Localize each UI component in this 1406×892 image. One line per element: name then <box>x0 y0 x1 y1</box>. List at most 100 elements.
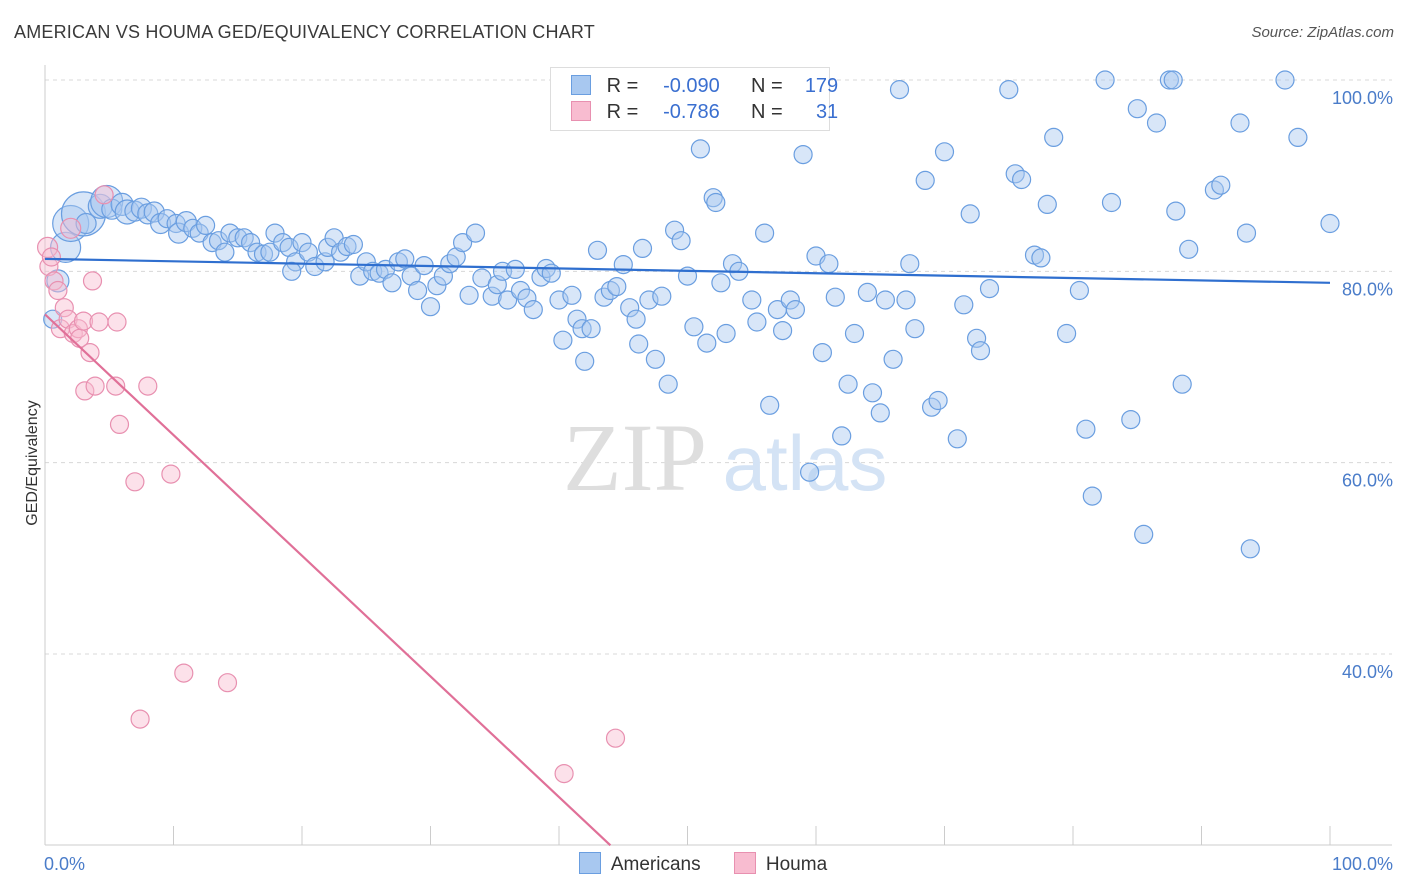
data-point-americans <box>1320 213 1340 234</box>
data-point-americans <box>671 231 691 251</box>
data-point-americans <box>760 395 780 415</box>
data-point-houma <box>89 312 109 332</box>
data-point-americans <box>1101 192 1122 213</box>
legend-n-value-americans: 179 <box>804 75 839 97</box>
legend-item-houma: Houma <box>733 852 827 876</box>
data-point-americans <box>664 220 685 240</box>
data-point-americans <box>465 223 486 243</box>
data-point-americans <box>587 240 608 260</box>
legend-swatch-americans <box>578 852 601 874</box>
data-point-houma <box>80 343 100 363</box>
data-point-houma <box>554 763 574 784</box>
data-point-americans <box>684 317 704 337</box>
data-point-americans <box>1031 248 1051 268</box>
data-point-americans <box>966 328 987 348</box>
data-point-americans <box>356 252 376 272</box>
data-point-houma <box>125 472 145 492</box>
trend-line-americans <box>44 257 1331 284</box>
data-point-americans <box>1163 70 1183 90</box>
data-point-americans <box>658 374 678 394</box>
data-point-americans <box>711 273 731 293</box>
legend-n-label: N = <box>750 75 783 97</box>
data-point-americans <box>999 79 1019 100</box>
data-point-americans <box>607 277 627 297</box>
data-point-houma <box>75 381 95 401</box>
data-point-americans <box>343 234 363 255</box>
data-point-americans <box>241 233 261 253</box>
data-point-americans <box>517 288 537 308</box>
data-point-americans <box>208 231 229 251</box>
data-point-americans <box>838 374 858 394</box>
data-point-houma <box>217 673 238 693</box>
data-point-americans <box>870 403 890 423</box>
data-point-americans <box>427 276 447 296</box>
data-point-americans <box>1230 113 1250 133</box>
source-credit: Source: ZipAtlas.com <box>1251 24 1394 41</box>
legend-item-americans: Americans <box>578 852 701 876</box>
watermark-zip: ZIP <box>563 404 707 511</box>
legend-n-label: N = <box>750 101 783 123</box>
data-point-americans <box>905 319 925 339</box>
data-point-americans <box>780 290 800 310</box>
y-tick-label: 60.0% <box>1342 471 1393 491</box>
data-point-houma <box>85 376 105 396</box>
data-point-americans <box>697 333 717 353</box>
data-point-americans <box>298 242 318 262</box>
data-point-houma <box>82 271 103 291</box>
data-point-americans <box>844 323 865 344</box>
data-point-americans <box>562 285 582 305</box>
trend-line-houma <box>44 313 612 847</box>
data-point-americans <box>928 390 948 411</box>
data-point-americans <box>960 204 980 224</box>
data-point-americans <box>292 233 312 253</box>
data-point-americans <box>970 341 991 361</box>
data-point-americans <box>505 259 525 279</box>
data-point-americans <box>401 266 421 286</box>
y-tick-label: 80.0% <box>1342 279 1393 299</box>
data-point-americans <box>150 212 172 235</box>
data-point-americans <box>282 261 302 281</box>
y-tick-label: 40.0% <box>1342 662 1393 682</box>
data-point-americans <box>862 383 883 403</box>
data-point-americans <box>110 192 134 216</box>
data-point-americans <box>793 145 813 165</box>
data-point-americans <box>1275 70 1295 90</box>
data-point-americans <box>1236 223 1257 243</box>
stats-legend: R = -0.090 N = 179 R = -0.786 N = 31 <box>550 67 838 131</box>
data-point-americans <box>629 334 649 354</box>
data-point-houma <box>130 709 150 729</box>
y-tick-label: 100.0% <box>1332 88 1393 108</box>
data-point-americans <box>1127 99 1147 119</box>
data-point-americans <box>947 429 967 449</box>
axes <box>44 65 1392 846</box>
data-point-americans <box>1288 127 1308 147</box>
data-point-americans <box>1134 524 1154 545</box>
data-point-americans <box>1166 201 1186 221</box>
watermark: ZIP atlas <box>563 404 887 511</box>
data-point-americans <box>575 351 595 371</box>
data-point-americans <box>420 297 441 317</box>
legend-r-value-houma: -0.786 <box>663 101 720 123</box>
data-point-americans <box>900 254 920 274</box>
data-point-houma <box>605 728 626 748</box>
data-point-americans <box>196 215 216 235</box>
data-point-americans <box>1069 280 1090 301</box>
tick-labels: 40.0% 60.0% 80.0% 100.0% 0.0% 100.0% <box>44 88 1393 874</box>
data-point-americans <box>541 263 561 283</box>
data-point-houma <box>41 247 62 267</box>
gridlines <box>45 79 1392 655</box>
data-point-americans <box>754 223 775 243</box>
data-point-houma <box>48 280 68 301</box>
data-point-americans <box>652 286 672 306</box>
data-point-americans <box>315 252 335 272</box>
data-point-americans <box>143 201 165 223</box>
data-point-americans <box>130 197 152 219</box>
data-point-houma <box>44 271 64 291</box>
data-point-americans <box>1095 70 1115 90</box>
data-point-americans <box>812 343 833 363</box>
data-point-americans <box>1044 127 1064 147</box>
data-point-americans <box>799 462 820 482</box>
trend-lines <box>44 257 1331 847</box>
data-point-americans <box>581 319 601 339</box>
